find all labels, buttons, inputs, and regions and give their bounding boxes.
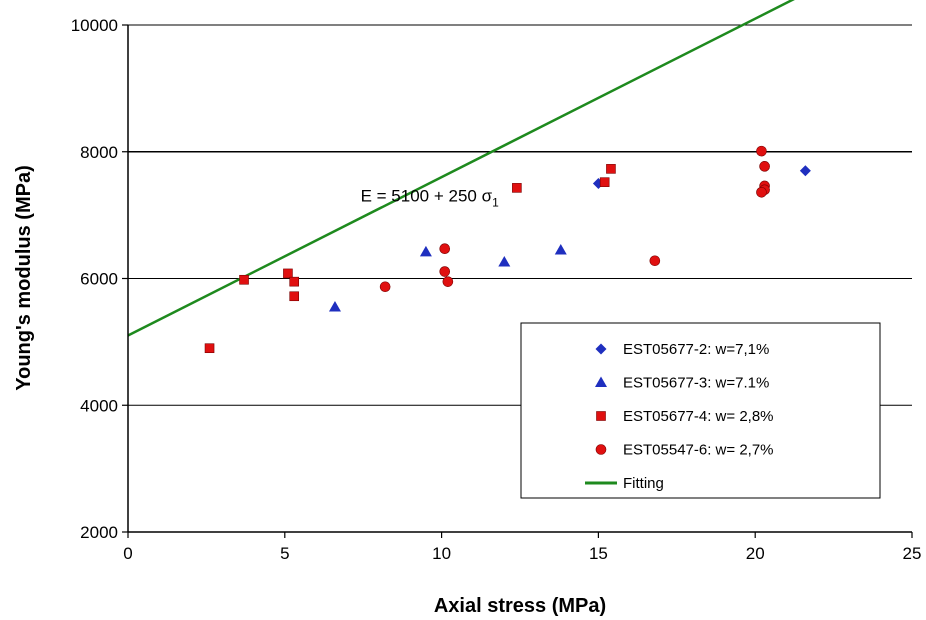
data-point-square [204, 343, 215, 354]
data-point-square [599, 177, 610, 187]
y-tick-label: 6000 [80, 270, 118, 289]
data-point-square [606, 164, 616, 174]
plot-area: 2000 4000 6000 8000 10000 0 5 10 15 20 25 [71, 0, 922, 563]
fit-equation-text: E = 5100 + 250 σ [361, 186, 493, 205]
legend-label: EST05547-6: w= 2,7% [623, 442, 774, 459]
legend-entries: EST05677-2: w=7,1% EST05677-3: w=7.1% EST0… [585, 341, 774, 492]
data-point-triangle [419, 245, 432, 257]
y-tick-label: 8000 [80, 143, 118, 162]
x-axis-label: Axial stress (MPa) [434, 595, 606, 617]
fitting-line [127, 0, 795, 337]
x-tick-label: 15 [589, 544, 608, 563]
data-point-triangle [498, 256, 511, 267]
data-point-circle [759, 161, 770, 172]
data-point-circle [649, 255, 661, 267]
y-axis-label: Young's modulus (MPa) [13, 165, 35, 391]
legend: EST05677-2: w=7,1% EST05677-3: w=7.1% EST0… [520, 322, 881, 499]
legend-label: Fitting [623, 475, 664, 492]
legend-box [520, 322, 881, 499]
fit-equation-subscript: 1 [492, 195, 499, 209]
data-point-circle [379, 281, 391, 293]
data-point-square [289, 291, 300, 302]
x-tick-label: 25 [903, 544, 922, 563]
axis-ticks: 2000 4000 6000 8000 10000 0 5 10 15 20 25 [71, 16, 922, 563]
data-point-square [239, 274, 249, 285]
data-point-triangle [554, 243, 567, 255]
legend-label: EST05677-2: w=7,1% [623, 341, 769, 358]
data-point-circle [439, 243, 451, 255]
fitting-line-layer [127, 0, 795, 337]
legend-swatch-square [596, 411, 606, 421]
data-point-circle [756, 187, 767, 198]
data-point-square [283, 268, 293, 279]
data-point-square [512, 183, 522, 193]
fit-equation-annotation: E = 5100 + 250 σ1 [361, 186, 499, 209]
legend-label: EST05677-4: w= 2,8% [623, 408, 774, 425]
y-tick-label: 4000 [80, 396, 118, 415]
x-tick-label: 5 [280, 544, 289, 563]
x-tick-label: 0 [123, 544, 132, 563]
data-point-circle [439, 266, 451, 277]
y-tick-label: 2000 [80, 523, 118, 542]
y-tick-label: 10000 [71, 16, 118, 35]
data-point-triangle [328, 301, 341, 312]
x-tick-label: 10 [432, 544, 451, 563]
data-point-square [289, 276, 300, 287]
legend-swatch-diamond [595, 343, 607, 355]
legend-swatch-circle [595, 444, 607, 455]
data-points [204, 145, 811, 354]
data-point-circle [442, 276, 454, 287]
data-point-diamond [799, 165, 811, 177]
data-point-circle [756, 145, 767, 157]
legend-swatch-triangle [595, 376, 607, 387]
x-tick-label: 20 [746, 544, 765, 563]
legend-label: EST05677-3: w=7.1% [623, 375, 769, 392]
